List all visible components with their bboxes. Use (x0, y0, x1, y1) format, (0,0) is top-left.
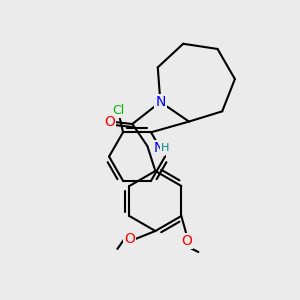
Text: Cl: Cl (112, 104, 124, 117)
Text: N: N (153, 141, 164, 155)
Text: O: O (124, 232, 135, 246)
Text: O: O (104, 115, 115, 129)
Text: H: H (161, 143, 170, 153)
Text: N: N (155, 95, 166, 109)
Text: O: O (181, 234, 192, 248)
